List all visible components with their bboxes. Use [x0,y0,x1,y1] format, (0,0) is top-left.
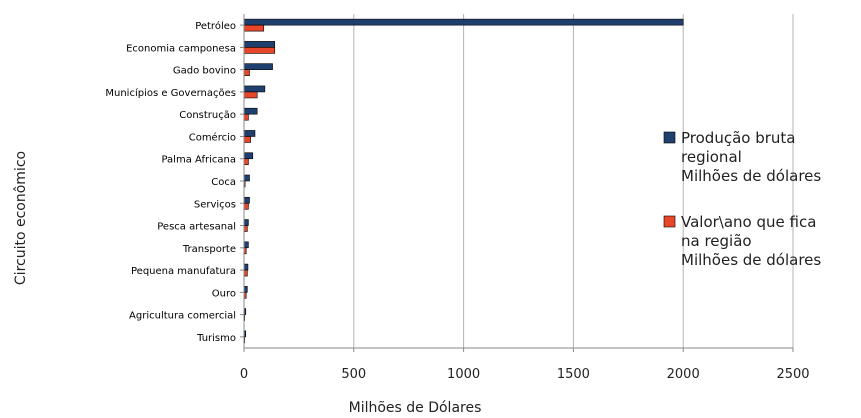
category-label: Serviços [194,199,236,210]
bar-series-2 [243,69,250,76]
bar-series-2 [243,47,276,54]
category-label: Petróleo [195,20,236,32]
x-tick-labels: 0 500 1000 1500 2000 2500 [240,367,810,382]
x-tick-label: 500 [341,367,366,382]
legend-label-1: regional [681,148,742,166]
legend-label-1: Milhões de dólares [681,167,821,185]
category-label: Gado bovino [173,66,236,77]
bar-series-2 [243,202,249,210]
category-label: Pequena manufatura [131,266,236,277]
bar-series-1 [243,107,258,115]
x-tick-label: 1000 [447,367,480,382]
legend-label-2: Valor\ano que fica [681,213,816,231]
category-label: Turismo [196,333,236,344]
category-label: Comércio [189,131,236,143]
bar-series-1 [243,196,250,204]
legend-swatch-1 [663,131,676,144]
bar-series-1 [243,18,684,26]
legend-swatch-2 [663,215,676,228]
bar-series-1 [243,219,249,226]
bar-series-2 [243,24,265,32]
category-label: Municípios e Governações [105,87,236,99]
x-axis-label: Milhões de Dólares [349,400,482,416]
category-label: Transporte [182,244,236,255]
bar-series-2 [243,136,251,143]
category-label: Agricultura comercial [129,311,236,322]
x-tick-label: 1500 [557,367,590,382]
x-tick-label: 2500 [776,367,809,382]
bar-series-1 [243,130,256,137]
bar-series-2 [243,91,258,99]
x-tick-label: 0 [240,367,248,382]
category-label: Ouro [212,288,236,299]
category-label: Palma Africana [161,155,236,166]
legend-label-2: na região [681,232,752,250]
bar-series-1 [243,63,273,70]
category-label: Construção [179,110,236,121]
axes [240,14,794,352]
bar-series-1 [243,85,266,93]
category-label: Pesca artesanal [157,222,236,233]
bar-series-1 [243,263,249,271]
category-labels: Petróleo Economia camponesa Gado bovino Mun… [105,20,236,344]
legend-label-1: Produção bruta [681,129,795,147]
legend-label-2: Milhões de dólares [681,251,821,269]
bar-series-2 [243,158,249,166]
y-axis-label: Circuito econômico [13,151,29,285]
x-tick-label: 2000 [667,367,700,382]
category-label: Economia camponesa [126,43,236,54]
bar-series-1 [243,41,276,48]
category-label: Coca [211,177,236,188]
grid-lines [353,14,794,348]
bar-series-1 [243,174,250,182]
bar-series-1 [243,152,254,160]
bar-series-1 [243,241,249,249]
bar-series-2 [243,113,249,121]
